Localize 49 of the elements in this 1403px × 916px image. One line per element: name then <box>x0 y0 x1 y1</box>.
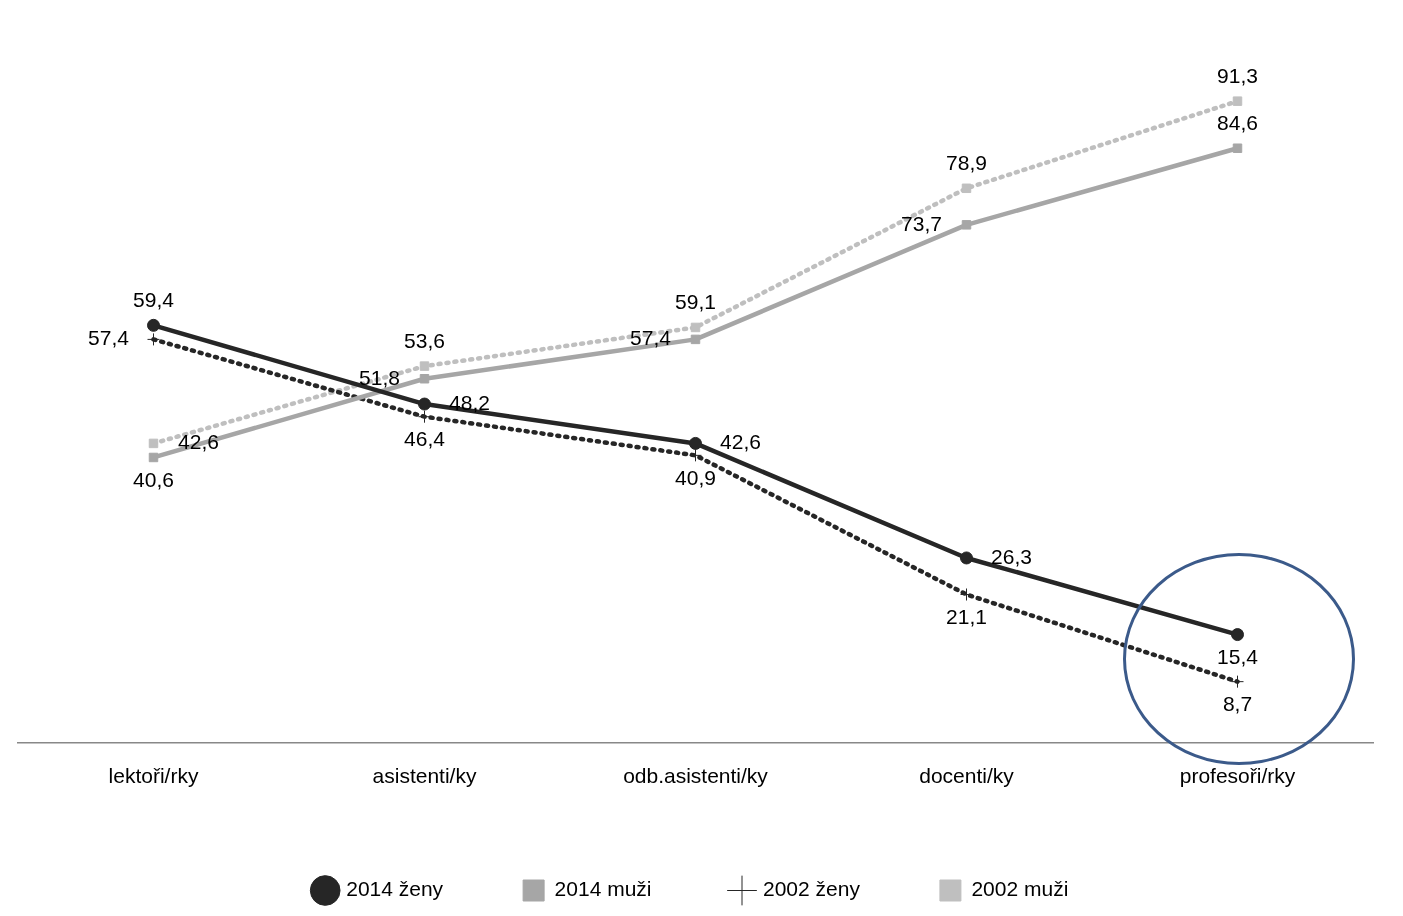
data-label: 84,6 <box>1217 111 1258 135</box>
point <box>419 374 430 384</box>
point <box>148 452 159 463</box>
legend-label: 2014 muži <box>554 877 652 901</box>
data-label: 42,6 <box>720 430 761 454</box>
data-label: 57,4 <box>88 326 130 350</box>
data-label: 21,1 <box>946 605 987 629</box>
data-label: 59,1 <box>675 290 716 314</box>
point <box>961 220 972 230</box>
data-label: 53,6 <box>404 328 445 352</box>
point <box>419 361 430 371</box>
data-label: 26,3 <box>991 544 1032 568</box>
legend-label: 2002 ženy <box>763 877 861 901</box>
point <box>690 334 701 345</box>
x-tick-label: asistenti/ky <box>372 764 477 788</box>
data-label: 40,9 <box>675 466 716 490</box>
data-label: 48,2 <box>449 390 490 414</box>
point <box>690 322 701 333</box>
point <box>1231 628 1244 642</box>
data-label: 51,8 <box>359 365 400 389</box>
point <box>418 397 431 411</box>
data-label: 42,6 <box>178 430 219 454</box>
x-tick-label: lektoři/rky <box>108 764 199 788</box>
x-tick-label: docenti/ky <box>919 764 1015 788</box>
point <box>961 183 972 194</box>
data-label: 15,4 <box>1217 645 1259 669</box>
point <box>147 318 160 332</box>
data-label: 57,4 <box>630 326 672 350</box>
point <box>148 438 159 449</box>
legend-label: 2014 ženy <box>346 877 444 901</box>
data-label: 46,4 <box>404 427 446 451</box>
data-label: 59,4 <box>133 288 175 312</box>
point <box>689 448 702 462</box>
point <box>1231 675 1244 689</box>
x-tick-label: profesoři/rky <box>1179 764 1296 788</box>
point <box>960 588 973 602</box>
legend-label: 2002 muži <box>971 877 1069 901</box>
point <box>689 436 702 450</box>
point <box>960 551 973 565</box>
point <box>1232 143 1243 153</box>
data-label: 78,9 <box>946 151 987 175</box>
data-label: 91,3 <box>1217 63 1258 87</box>
data-label: 40,6 <box>133 468 174 492</box>
point <box>147 332 160 346</box>
point <box>418 410 431 424</box>
point <box>1232 96 1243 106</box>
x-tick-label: odb.asistenti/ky <box>623 764 769 788</box>
data-label: 73,7 <box>901 211 942 235</box>
data-label: 8,7 <box>1222 692 1253 716</box>
